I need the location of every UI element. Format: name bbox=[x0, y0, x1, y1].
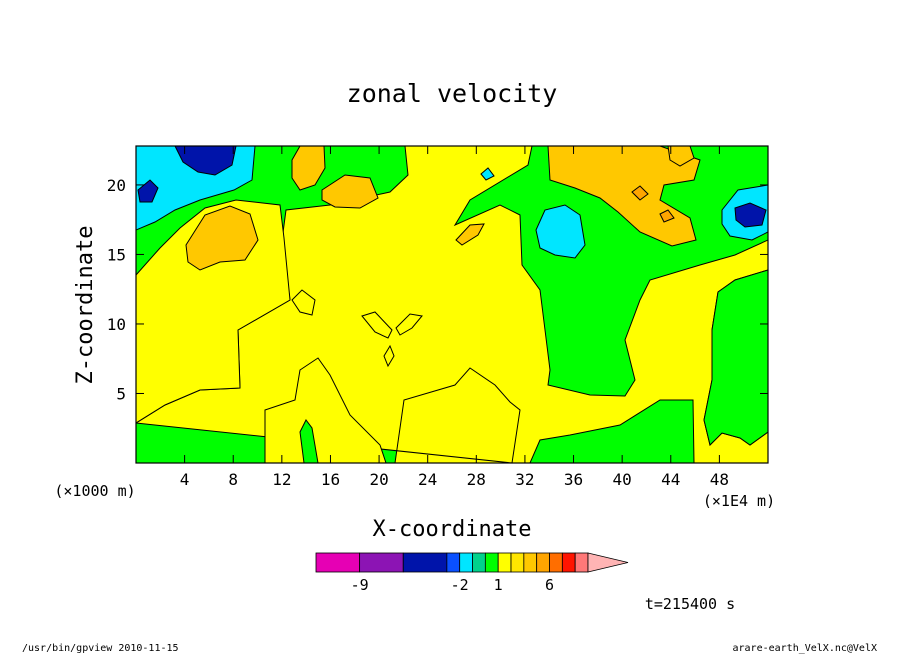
colorbar-box bbox=[446, 552, 461, 573]
yellow-blob-4 bbox=[383, 344, 395, 368]
blue-region-right bbox=[734, 202, 767, 228]
y-tick-label: 5 bbox=[116, 384, 126, 403]
x-unit-right: (×1E4 m) bbox=[703, 492, 775, 510]
x-tick-label: 20 bbox=[369, 470, 388, 489]
cyan-region-small bbox=[480, 167, 495, 181]
colorbar-label: -9 bbox=[351, 576, 369, 594]
x-tick-label: 16 bbox=[321, 470, 340, 489]
contour-field bbox=[136, 146, 768, 463]
colorbar-box bbox=[574, 552, 589, 573]
chart-title: zonal velocity bbox=[347, 79, 558, 108]
colorbar-box bbox=[472, 552, 486, 573]
cyan-region-center bbox=[535, 204, 586, 259]
colorbar-box bbox=[523, 552, 538, 573]
x-tick-label: 36 bbox=[564, 470, 583, 489]
orange-spot-1 bbox=[631, 185, 649, 201]
footer-right: arare-earth_VelX.nc@VelX bbox=[733, 643, 878, 654]
x-tick-label: 24 bbox=[418, 470, 437, 489]
green-region-right bbox=[703, 269, 768, 446]
plot-frame bbox=[135, 145, 769, 464]
colorbar-box bbox=[510, 552, 525, 573]
colorbar-box bbox=[315, 552, 361, 573]
x-tick-label: 4 bbox=[180, 470, 190, 489]
time-label: t=215400 s bbox=[645, 595, 735, 613]
blue-region-left bbox=[137, 179, 159, 203]
colorbar-box bbox=[459, 552, 473, 573]
x-tick-label: 8 bbox=[228, 470, 238, 489]
colorbar-box bbox=[497, 552, 512, 573]
colorbar-box bbox=[561, 552, 576, 573]
colorbar-labels: -9 -2 1 6 bbox=[351, 576, 554, 594]
colorbar-box bbox=[402, 552, 448, 573]
x-tick-label: 44 bbox=[661, 470, 680, 489]
blue-region-top bbox=[174, 146, 237, 176]
colorbar-tip bbox=[587, 552, 629, 573]
x-tick-label: 12 bbox=[272, 470, 291, 489]
orange-region-right bbox=[547, 146, 701, 247]
colorbar-box bbox=[359, 552, 404, 573]
colorbar-label: 6 bbox=[545, 576, 554, 594]
green-region-small bbox=[299, 419, 319, 463]
x-tick-label: 28 bbox=[467, 470, 486, 489]
colorbar bbox=[315, 552, 629, 573]
colorbar-box bbox=[549, 552, 563, 573]
colorbar-box bbox=[484, 552, 499, 573]
colorbar-label: -2 bbox=[451, 576, 469, 594]
x-tick-label: 48 bbox=[710, 470, 729, 489]
yellow-region-center bbox=[136, 146, 768, 463]
orange-region-left bbox=[185, 205, 259, 271]
yellow-region-bottom bbox=[264, 357, 387, 463]
y-axis-label: Z-coordinate bbox=[73, 226, 98, 385]
yellow-blob-3 bbox=[395, 313, 423, 336]
x-axis: 4 8 12 16 20 24 28 32 36 40 44 48 bbox=[180, 146, 729, 489]
x-unit-left: (×1000 m) bbox=[54, 482, 135, 500]
yellow-blob-2 bbox=[361, 311, 393, 339]
x-tick-label: 40 bbox=[613, 470, 632, 489]
colorbar-box bbox=[536, 552, 550, 573]
y-tick-label: 20 bbox=[107, 176, 126, 195]
x-axis-label: X-coordinate bbox=[373, 517, 532, 542]
yellow-blob-1 bbox=[291, 289, 316, 316]
orange-spot-2 bbox=[659, 209, 675, 223]
y-tick-label: 15 bbox=[107, 245, 126, 264]
orange-region-top-1 bbox=[291, 146, 326, 191]
y-axis: 5 10 15 20 bbox=[107, 176, 768, 403]
yellow-region-left bbox=[136, 199, 291, 424]
orange-region-center bbox=[455, 223, 485, 246]
orange-region-top-2 bbox=[321, 174, 379, 209]
footer-left: /usr/bin/gpview 2010-11-15 bbox=[22, 643, 179, 654]
x-tick-label: 32 bbox=[515, 470, 534, 489]
colorbar-label: 1 bbox=[494, 576, 503, 594]
orange-region-right-2 bbox=[667, 146, 695, 167]
y-tick-label: 10 bbox=[107, 315, 126, 334]
